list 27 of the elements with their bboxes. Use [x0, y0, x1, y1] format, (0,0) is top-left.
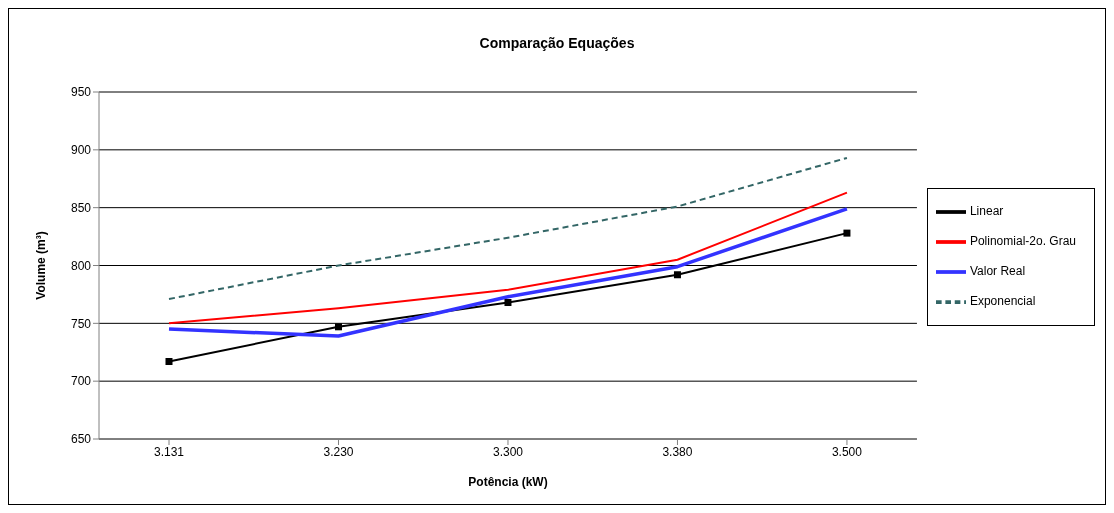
y-axis-title: Volume (m³)	[34, 231, 49, 300]
chart-title: Comparação Equações	[478, 35, 636, 51]
y-tick-label: 900	[70, 143, 92, 158]
point	[165, 358, 173, 365]
line-series	[167, 207, 849, 338]
x-tick-label: 3.500	[831, 444, 863, 459]
legend-label: Polinomial-2o. Grau	[969, 233, 1076, 248]
x-tick-label: 3.230	[323, 444, 354, 459]
y-tick-label: 800	[70, 258, 92, 273]
line-series	[168, 156, 848, 301]
x-tick-label: 3.380	[662, 444, 693, 459]
legend-label: Valor Real	[969, 263, 1026, 278]
legend-label: Exponencial	[969, 293, 1036, 308]
y-tick-label: 850	[70, 200, 92, 215]
point	[334, 323, 342, 331]
x-tick-label: 3.131	[153, 444, 185, 459]
point	[673, 271, 681, 279]
point	[504, 299, 512, 307]
x-axis-title: Potência (kW)	[468, 475, 548, 489]
y-tick-label: 700	[70, 374, 92, 389]
legend-label: Linear	[969, 203, 1004, 218]
y-tick-label: 650	[70, 432, 92, 447]
line-series	[168, 191, 848, 325]
point	[843, 229, 851, 237]
y-tick-label: 750	[70, 316, 92, 331]
y-tick-label: 950	[70, 85, 92, 100]
x-tick-label: 3.300	[492, 444, 524, 459]
